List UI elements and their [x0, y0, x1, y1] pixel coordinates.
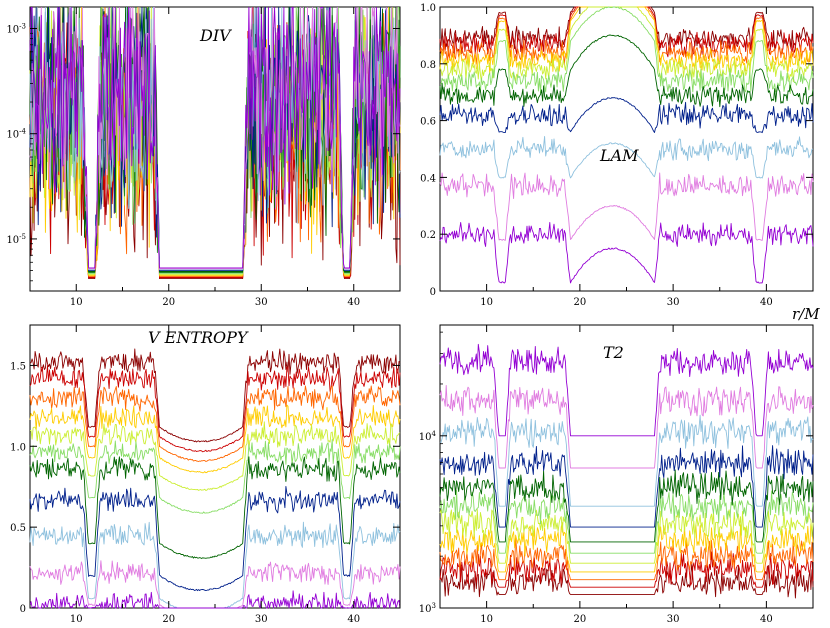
lam-series-line: [439, 97, 814, 134]
ventropy-y-tick-label: 1.5: [10, 361, 26, 372]
t2-series-group: [439, 343, 814, 599]
t2-x-tick-label: 30: [667, 614, 680, 625]
lam-axis-ticks: 10 20 30 40 0 0.2 0.4 0.6 0.8 1.0: [420, 3, 814, 308]
t2-axis-ticks: 10 20 30 40 103 104: [419, 325, 814, 625]
t2-series-line: [439, 522, 814, 573]
ventropy-title: V ENTROPY: [148, 328, 249, 347]
t2-series-line: [439, 508, 814, 564]
ventropy-series-line: [29, 365, 401, 453]
ventropy-series-line: [29, 485, 401, 592]
t2-panel: 10 20 30 40 103 104 T2: [419, 324, 814, 625]
lam-series-line: [439, 34, 814, 108]
t2-x-tick-label: 40: [760, 614, 773, 625]
ventropy-axis-ticks: 10 20 30 40 0 0.5 1.0 1.5: [10, 325, 401, 625]
ventropy-series-line: [29, 456, 401, 559]
ventropy-y-tick-label: 0: [20, 604, 26, 615]
ventropy-series-group: [29, 348, 401, 609]
div-y-tick-label: 10-4: [6, 128, 26, 141]
div-panel: 10 20 30 40 10-5 10-4 10-3 DIV: [6, 6, 401, 308]
lam-panel: 10 20 30 40 0 0.2 0.4 0.6 0.8 1.0 LAM r/M: [420, 3, 820, 323]
ventropy-x-tick-label: 10: [70, 614, 83, 625]
t2-y-tick-label: 104: [419, 430, 437, 443]
lam-x-tick-label: 40: [760, 297, 773, 308]
div-title: DIV: [199, 26, 232, 45]
lam-x-tick-label: 10: [480, 297, 493, 308]
ventropy-x-tick-label: 20: [162, 614, 175, 625]
ventropy-series-line: [30, 348, 401, 443]
lam-y-tick-label: 1.0: [420, 3, 436, 14]
lam-series-line: [439, 6, 814, 83]
t2-series-line: [439, 445, 814, 528]
lam-series-line: [439, 6, 814, 94]
lam-y-tick-label: 0.6: [420, 117, 436, 128]
div-series-line: [29, 7, 401, 276]
div-x-tick-label: 40: [347, 297, 360, 308]
lam-y-tick-label: 0.8: [420, 60, 436, 71]
div-series-line: [29, 7, 401, 274]
div-y-tick-label: 10-5: [6, 233, 26, 246]
t2-series-line: [439, 414, 814, 507]
div-y-tick-label: 10-3: [6, 22, 26, 35]
lam-x-tick-label: 20: [574, 297, 587, 308]
t2-series-line: [439, 384, 814, 469]
div-series-line: [29, 7, 401, 269]
lam-title: LAM: [599, 146, 639, 165]
ventropy-series-line: [29, 421, 401, 491]
ventropy-panel: 10 20 30 40 0 0.5 1.0 1.5 V ENTROPY: [10, 324, 401, 625]
lam-series-line: [439, 172, 814, 241]
t2-series-line: [439, 343, 814, 437]
lam-series-group: [439, 6, 814, 284]
div-series-line: [29, 7, 401, 278]
t2-series-line: [439, 490, 814, 554]
lam-series-line: [439, 222, 814, 284]
div-plot-frame: [29, 6, 401, 292]
t2-series-line: [439, 469, 814, 543]
div-x-tick-label: 30: [255, 297, 268, 308]
lam-series-line: [439, 6, 814, 66]
ventropy-series-line: [29, 385, 401, 462]
lam-y-tick-label: 0: [430, 287, 436, 298]
div-axis-ticks: 10 20 30 40 10-5 10-4 10-3: [6, 7, 401, 308]
lam-x-tick-label: 30: [667, 297, 680, 308]
div-series-group: [29, 7, 401, 280]
t2-series-line: [439, 551, 814, 588]
t2-series-line: [439, 562, 814, 599]
lam-y-tick-label: 0.2: [420, 230, 436, 241]
t2-x-tick-label: 20: [574, 614, 587, 625]
div-x-tick-label: 10: [70, 297, 83, 308]
div-x-tick-label: 20: [162, 297, 175, 308]
ventropy-x-tick-label: 40: [347, 614, 360, 625]
ventropy-series-line: [29, 439, 401, 514]
t2-series-line: [439, 536, 814, 581]
ventropy-x-tick-label: 30: [255, 614, 268, 625]
t2-title: T2: [603, 343, 624, 362]
lam-y-tick-label: 0.4: [420, 173, 436, 184]
t2-x-tick-label: 10: [480, 614, 493, 625]
t2-y-tick-label: 103: [419, 602, 436, 615]
ventropy-series-line: [29, 404, 401, 474]
div-series-line: [29, 7, 401, 277]
ventropy-y-tick-label: 1.0: [10, 442, 26, 453]
lam-series-line: [439, 135, 814, 179]
ventropy-y-tick-label: 0.5: [10, 523, 26, 534]
r-axis-label: r/M: [792, 305, 820, 323]
